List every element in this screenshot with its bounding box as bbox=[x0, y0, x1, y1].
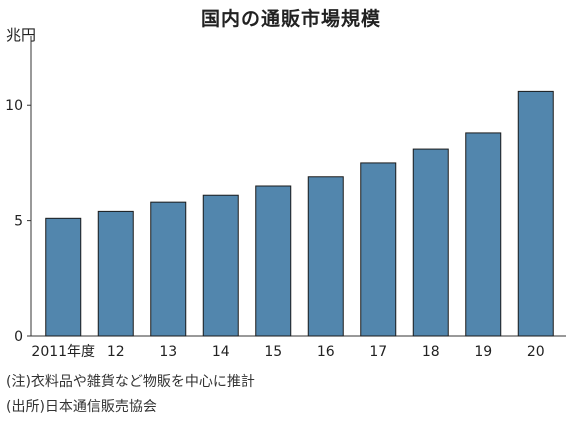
x-tick-label: 13 bbox=[159, 344, 177, 360]
bar bbox=[202, 194, 239, 337]
bar bbox=[307, 176, 344, 337]
y-tick-label: 10 bbox=[5, 98, 23, 114]
x-tick-label: 14 bbox=[212, 344, 230, 360]
x-tick-label: 15 bbox=[264, 344, 282, 360]
bar bbox=[255, 185, 292, 337]
x-tick-label: 16 bbox=[317, 344, 335, 360]
bar bbox=[150, 201, 187, 337]
y-axis-unit: 兆円 bbox=[6, 26, 37, 44]
chart-note: (注)衣料品や雑貨など物販を中心に推計 bbox=[6, 374, 255, 390]
y-tick-label: 0 bbox=[14, 329, 23, 345]
bar bbox=[412, 148, 449, 337]
x-tick-label: 12 bbox=[107, 344, 125, 360]
x-tick-label: 17 bbox=[369, 344, 387, 360]
chart-source: (出所)日本通信販売協会 bbox=[6, 399, 157, 415]
x-tick-label: 18 bbox=[422, 344, 440, 360]
bar bbox=[45, 217, 82, 337]
bar bbox=[360, 162, 397, 337]
chart-title: 国内の通販市場規模 bbox=[200, 8, 381, 30]
bar bbox=[97, 210, 134, 337]
bar bbox=[517, 90, 554, 337]
x-tick-label: 19 bbox=[474, 344, 492, 360]
x-tick-label: 2011年度 bbox=[31, 344, 95, 360]
bar bbox=[465, 132, 502, 337]
x-tick-label: 20 bbox=[527, 344, 545, 360]
y-tick-label: 5 bbox=[14, 214, 23, 230]
